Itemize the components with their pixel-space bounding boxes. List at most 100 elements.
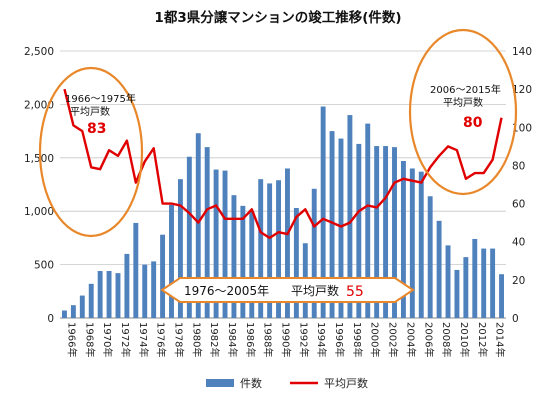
bar [204,147,210,318]
right-axis-tick-label: 0 [512,313,519,325]
bar [463,257,469,318]
right-axis-tick-label: 120 [512,84,532,96]
x-axis-tick-label: 1974年 [137,322,150,357]
bar [62,310,67,318]
x-axis-tick-label: 2000年 [369,322,382,357]
bar [285,168,290,318]
x-axis-tick-label: 1976年 [155,322,168,357]
x-axis-ticks: 1966年 1968年 1970年 1972年 1974年 1976年 1978年 1980年… [65,322,506,357]
left-axis-tick-label: 0 [47,313,54,325]
bar [418,171,424,318]
bar [213,169,219,318]
bar [392,147,397,318]
x-axis-tick-label: 2008年 [440,322,453,357]
legend-bar-label: 件数 [240,377,262,390]
x-axis-tick-label: 2004年 [404,322,417,357]
legend-bar-swatch [206,379,234,387]
left-axis-tick-label: 2,500 [24,46,54,58]
bar [409,168,415,318]
right-period-text: 2006～2015年 [430,83,501,96]
middle-period-text: 1976～2005年 [184,284,269,298]
bar [124,253,130,318]
bar [151,261,157,318]
middle-avg-value: 55 [346,284,364,300]
right-avg-value: 80 [463,115,483,131]
left-axis-tick-label: 500 [34,260,54,272]
bar [320,106,326,318]
bar [347,115,353,318]
x-axis-tick-label: 1966年 [65,322,78,357]
right-axis-tick-label: 100 [512,122,532,134]
bar [472,238,478,318]
bar [70,305,76,318]
bar [106,271,112,318]
x-axis-tick-label: 1998年 [351,322,364,357]
bar [177,179,183,318]
chart-title: 1都3県分譲マンションの竣工推移(件数) [154,9,401,26]
left-avg-label: 平均戸数 [70,105,110,118]
right-axis-tick-label: 20 [512,275,525,287]
bar [240,205,246,318]
x-axis-tick-label: 1990年 [280,322,293,357]
middle-period-arrow [160,277,415,303]
bar [186,156,192,318]
right-axis-tick-label: 40 [512,237,525,249]
bar [338,138,344,318]
left-period-text: 1966～1975年 [65,92,136,105]
bar [160,234,166,318]
middle-avg-label: 平均戸数 [291,283,339,298]
bar [293,207,299,318]
bar [88,283,94,318]
bar [169,204,174,318]
x-axis-tick-label: 2002年 [387,322,400,357]
x-axis-tick-label: 2006年 [422,322,435,357]
x-axis-tick-label: 1970年 [101,322,114,357]
bar [490,248,496,318]
x-axis-tick-label: 1984年 [226,322,239,357]
right-axis-tick-label: 140 [512,46,532,58]
bar [133,222,139,318]
x-axis-tick-label: 1980年 [190,322,203,357]
bar [445,245,451,318]
right-period-ellipse [408,28,518,196]
x-axis-tick-label: 1996年 [333,322,346,357]
bar [222,170,228,318]
bar [276,180,281,318]
left-axis-tick-label: 1,500 [24,153,54,165]
bar [436,220,442,318]
bar [142,264,148,318]
bar [79,295,85,318]
bar [427,196,433,318]
bar [97,271,103,318]
bar [258,179,264,318]
x-axis-tick-label: 1986年 [244,322,257,357]
bar [374,146,380,318]
left-period-ellipse [38,66,144,238]
bar [267,183,273,318]
right-avg-label: 平均戸数 [443,96,483,109]
legend-line-label: 平均戸数 [324,377,368,390]
bar [365,123,371,319]
x-axis-tick-label: 1968年 [83,322,96,357]
bar [481,248,487,318]
bar [231,195,237,318]
bar [329,131,335,318]
left-avg-value: 83 [87,121,106,137]
x-axis-tick-label: 1978年 [173,322,186,357]
average-units-line [63,88,503,240]
x-axis-tick-label: 2012年 [476,322,489,357]
x-axis-tick-label: 2014年 [494,322,507,357]
bar [400,161,406,318]
bar [454,269,460,318]
right-axis-tick-label: 80 [512,160,525,172]
x-axis-tick-label: 1972年 [119,322,132,357]
bar [311,188,317,318]
right-axis-ticks: 0 20 40 60 80 100 120 140 [512,46,532,325]
bar [499,274,504,318]
x-axis-tick-label: 1988年 [262,322,275,357]
bar [383,146,389,318]
line-series [63,88,503,240]
left-axis-tick-label: 1,000 [24,206,54,218]
